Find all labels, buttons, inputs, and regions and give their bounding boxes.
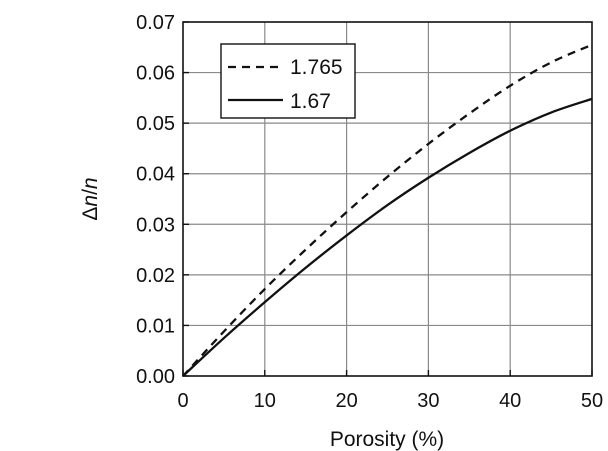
x-tick-label-20: 20 xyxy=(335,390,357,412)
y-axis-label-slash: / xyxy=(79,189,102,195)
x-tick-label-40: 40 xyxy=(499,390,521,412)
x-tick-label-30: 30 xyxy=(417,390,439,412)
y-tick-label-0.04: 0.04 xyxy=(136,164,175,186)
plot-area-frame xyxy=(182,21,593,377)
x-tick-label-10: 10 xyxy=(254,390,276,412)
legend: 1.765 1.67 xyxy=(220,43,356,119)
series-line-1-765 xyxy=(182,43,593,377)
y-tick-label-0.03: 0.03 xyxy=(136,214,175,236)
axis-ticks: 0 10 20 30 40 50 0.00 0.01 0.02 0.03 0.04 0.05 0.06 0… xyxy=(136,12,603,412)
y-tick-label-0.01: 0.01 xyxy=(136,315,175,337)
y-tick-label-0.00: 0.00 xyxy=(136,366,175,388)
x-tick-label-50: 50 xyxy=(581,390,603,412)
legend-label-167: 1.67 xyxy=(290,90,331,113)
legend-label-1765: 1.765 xyxy=(290,56,343,79)
y-tick-label-0.06: 0.06 xyxy=(136,63,175,85)
series-line-1-67 xyxy=(182,97,593,377)
y-axis-label-n: n xyxy=(79,195,102,207)
legend-box xyxy=(220,43,356,119)
grid xyxy=(183,22,592,376)
y-axis-label-delta: Δ xyxy=(79,207,102,221)
y-tick-label-0.05: 0.05 xyxy=(136,113,175,135)
x-axis-label: Porosity (%) xyxy=(330,428,444,451)
x-tick-label-0: 0 xyxy=(177,390,188,412)
series-lines xyxy=(182,43,593,377)
y-tick-label-0.07: 0.07 xyxy=(136,12,175,34)
y-axis-label: Δn/n xyxy=(79,177,102,220)
y-axis-label-n-denominator: n xyxy=(79,177,102,189)
y-tick-label-0.02: 0.02 xyxy=(136,265,175,287)
